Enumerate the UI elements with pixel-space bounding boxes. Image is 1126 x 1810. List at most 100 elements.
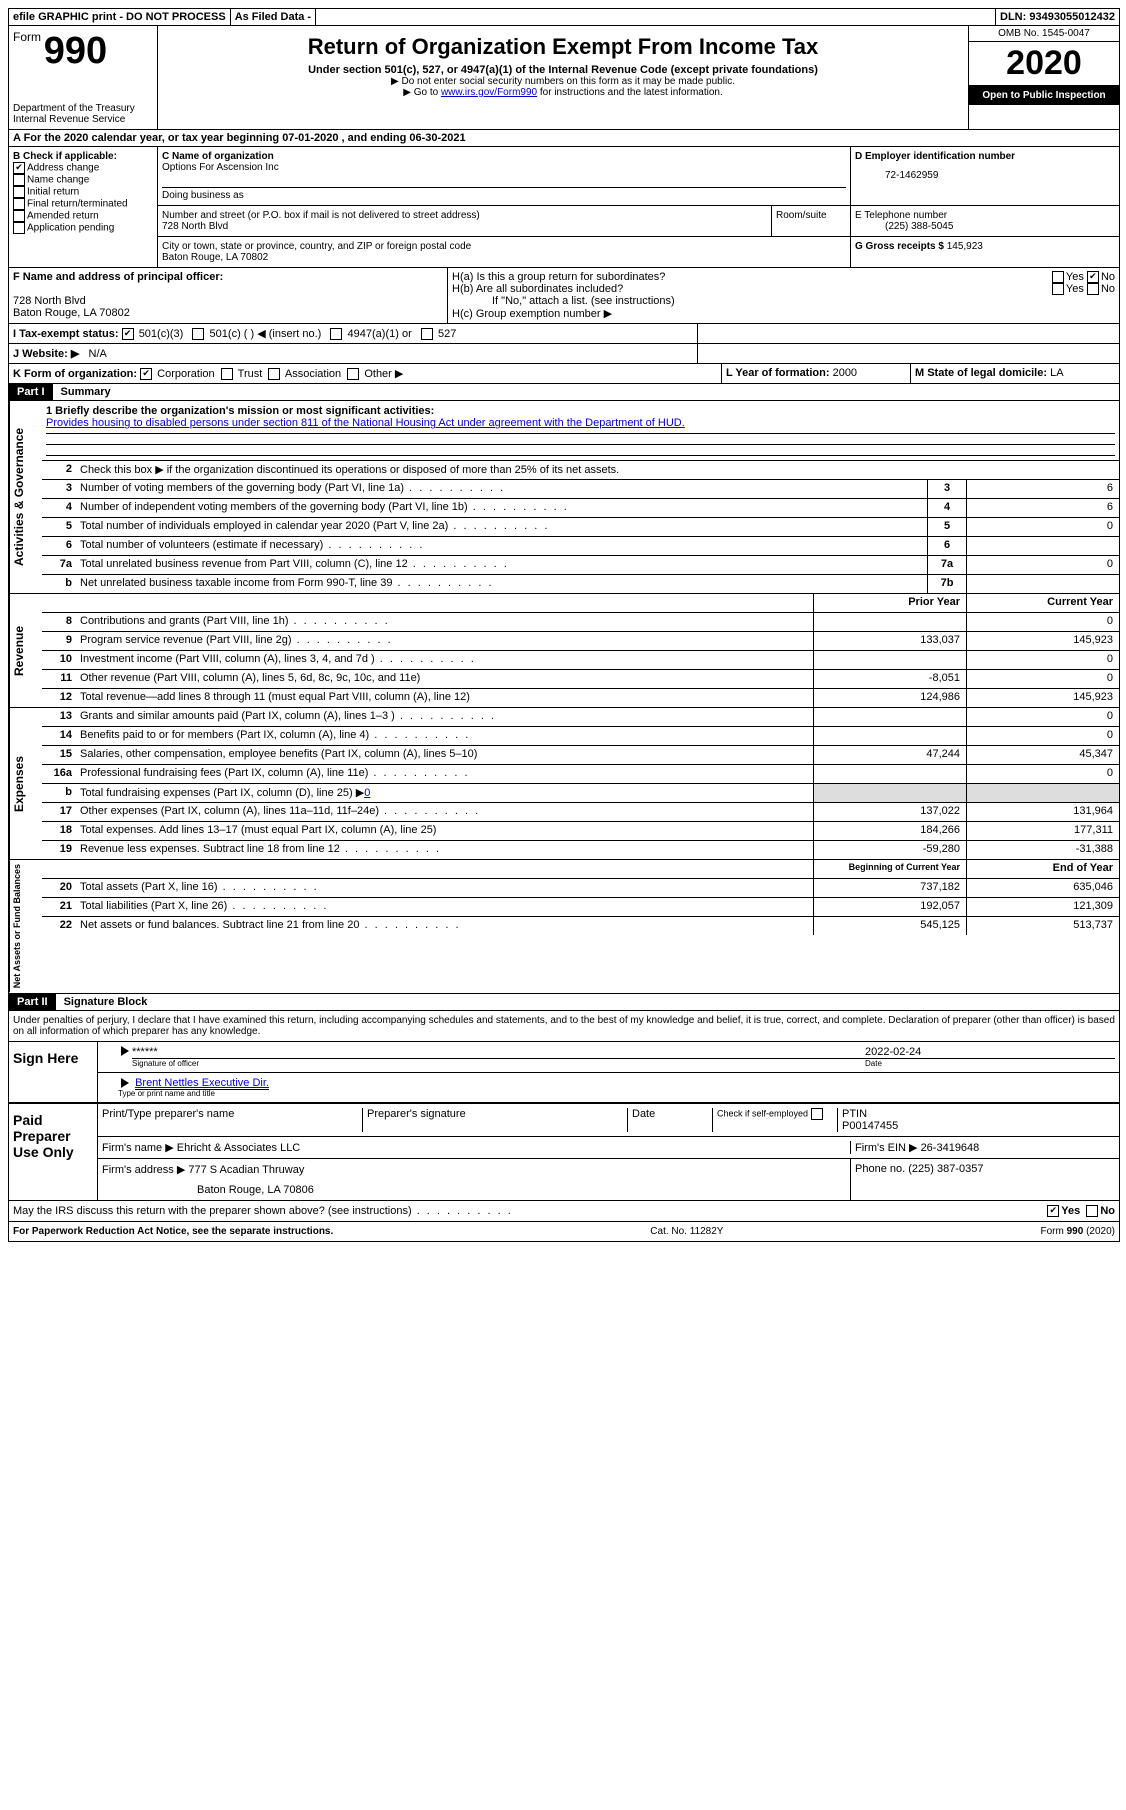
p22: 545,125 (813, 917, 966, 935)
hdr-eoy: End of Year (966, 860, 1119, 878)
mission-text[interactable]: Provides housing to disabled persons und… (46, 417, 685, 429)
activities-governance: Activities & Governance 1 Briefly descri… (9, 401, 1119, 594)
chk-501c[interactable] (192, 328, 204, 340)
part2-header: Part II Signature Block (9, 994, 1119, 1011)
irs-link[interactable]: www.irs.gov/Form990 (441, 87, 537, 98)
sign-here-block: Sign Here ****** Signature of officer 20… (9, 1041, 1119, 1103)
line16a: Professional fundraising fees (Part IX, … (80, 767, 368, 779)
chk-501c3[interactable] (122, 328, 134, 340)
chk-4947[interactable] (330, 328, 342, 340)
chk-hb-no[interactable] (1087, 283, 1099, 295)
chk-app-pending[interactable] (13, 222, 25, 234)
part1-header: Part I Summary (9, 384, 1119, 401)
chk-self-emp[interactable] (811, 1108, 823, 1120)
chk-discuss-yes[interactable] (1047, 1205, 1059, 1217)
e-phone-box: E Telephone number (225) 388-5045 (851, 206, 1119, 236)
f-officer: F Name and address of principal officer:… (9, 268, 448, 323)
officer-name: Brent Nettles Executive Dir. (135, 1077, 269, 1090)
chk-hb-yes[interactable] (1052, 283, 1064, 295)
c10: 0 (966, 651, 1119, 669)
line15: Salaries, other compensation, employee b… (80, 748, 477, 760)
chk-527[interactable] (421, 328, 433, 340)
m-value: LA (1050, 367, 1063, 379)
hb-note: If "No," attach a list. (see instruction… (452, 295, 1115, 307)
c21: 121,309 (966, 898, 1119, 916)
sig-date-label: Date (865, 1058, 1115, 1068)
label-name-change: Name change (27, 175, 89, 186)
chk-other[interactable] (347, 368, 359, 380)
hdr-current: Current Year (966, 594, 1119, 612)
omb-number: OMB No. 1545-0047 (969, 26, 1119, 42)
line10: Investment income (Part VIII, column (A)… (80, 653, 375, 665)
line7b: Net unrelated business taxable income fr… (80, 577, 392, 589)
l-label: L Year of formation: (726, 367, 830, 379)
hb-no: No (1101, 283, 1115, 295)
revenue-section: Revenue Prior YearCurrent Year 8Contribu… (9, 594, 1119, 708)
p13 (813, 708, 966, 726)
k-other: Other ▶ (364, 368, 403, 380)
c13: 0 (966, 708, 1119, 726)
label-app-pending: Application pending (27, 223, 114, 234)
p8 (813, 613, 966, 631)
g-receipts-box: G Gross receipts $ 145,923 (851, 237, 1119, 267)
label-amended: Amended return (27, 211, 99, 222)
hdr-prior: Prior Year (813, 594, 966, 612)
chk-discuss-no[interactable] (1086, 1205, 1098, 1217)
p14 (813, 727, 966, 745)
chk-assoc[interactable] (268, 368, 280, 380)
val7a: 0 (966, 556, 1119, 574)
hc-label: H(c) Group exemption number ▶ (452, 307, 1115, 320)
c17: 131,964 (966, 803, 1119, 821)
chk-ha-yes[interactable] (1052, 271, 1064, 283)
label-final: Final return/terminated (27, 199, 128, 210)
chk-trust[interactable] (221, 368, 233, 380)
row-i: I Tax-exempt status: 501(c)(3) 501(c) ( … (9, 324, 1119, 344)
prep-phone: (225) 387-0357 (908, 1163, 983, 1175)
prep-sig-label: Preparer's signature (363, 1108, 628, 1132)
sign-here-label: Sign Here (9, 1042, 98, 1102)
c-name-label: C Name of organization (162, 151, 846, 162)
part1-label: Part I (9, 384, 53, 400)
c15: 45,347 (966, 746, 1119, 764)
line17: Other expenses (Part IX, column (A), lin… (80, 805, 379, 817)
ptin-label: PTIN (842, 1108, 867, 1120)
pra-notice: For Paperwork Reduction Act Notice, see … (13, 1226, 333, 1237)
discuss-row: May the IRS discuss this return with the… (9, 1201, 1119, 1222)
part2-label: Part II (9, 994, 56, 1010)
val3: 6 (966, 480, 1119, 498)
b-label: B Check if applicable: (13, 151, 153, 162)
chk-name-change[interactable] (13, 174, 25, 186)
p17: 137,022 (813, 803, 966, 821)
ha-yes: Yes (1066, 271, 1084, 283)
footer: For Paperwork Reduction Act Notice, see … (9, 1222, 1119, 1241)
e-label: E Telephone number (855, 210, 1115, 221)
val6 (966, 537, 1119, 555)
chk-amended[interactable] (13, 210, 25, 222)
chk-initial[interactable] (13, 186, 25, 198)
city-label: City or town, state or province, country… (162, 241, 846, 252)
val5: 0 (966, 518, 1119, 536)
net-assets-section: Net Assets or Fund Balances Beginning of… (9, 860, 1119, 993)
top-bar: efile GRAPHIC print - DO NOT PROCESS As … (9, 9, 1119, 26)
p19: -59,280 (813, 841, 966, 859)
website-value: N/A (89, 348, 107, 360)
chk-corp[interactable] (140, 368, 152, 380)
chk-address-change[interactable] (13, 162, 25, 174)
street-label: Number and street (or P.O. box if mail i… (162, 210, 767, 221)
phone-value: (225) 388-5045 (855, 221, 1115, 232)
p16a (813, 765, 966, 783)
street-value: 728 North Blvd (162, 221, 767, 232)
line6: Total number of volunteers (estimate if … (80, 539, 323, 551)
subtitle-2: ▶ Do not enter social security numbers o… (166, 76, 960, 87)
check-self: Check if self-employed (717, 1108, 808, 1118)
subtitle-1: Under section 501(c), 527, or 4947(a)(1)… (166, 64, 960, 76)
chk-ha-no[interactable] (1087, 271, 1099, 283)
chk-final[interactable] (13, 198, 25, 210)
dba-label: Doing business as (162, 187, 846, 201)
sub3-pre: ▶ Go to (403, 87, 441, 98)
arrow-icon (121, 1046, 129, 1056)
c11: 0 (966, 670, 1119, 688)
room-label: Room/suite (772, 206, 850, 236)
i-4947: 4947(a)(1) or (348, 328, 412, 340)
d-ein-box: D Employer identification number 72-1462… (851, 147, 1119, 205)
